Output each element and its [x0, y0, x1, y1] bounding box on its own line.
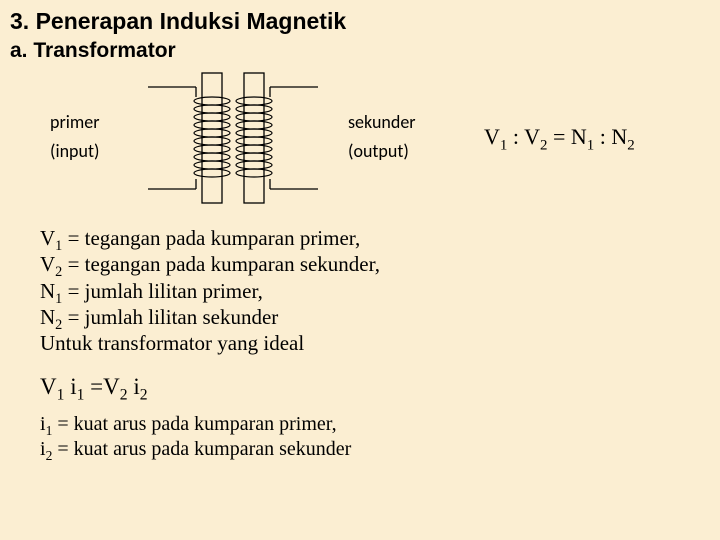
diagram-row: primer (input)	[0, 67, 720, 207]
eq2-i2-sub: 2	[140, 387, 148, 404]
def-v2-sym: V	[40, 252, 55, 276]
def-n1-txt: = jumlah lilitan primer,	[62, 279, 263, 303]
eq2-v2-sub: 2	[120, 387, 128, 404]
eq-n1: N	[571, 124, 587, 149]
diagram-right-labels: sekunder (output)	[348, 108, 428, 166]
section-title: 3. Penerapan Induksi Magnetik	[0, 0, 720, 39]
eq-n2: N	[611, 124, 627, 149]
def-ideal: Untuk transformator yang ideal	[40, 330, 720, 356]
label-primer: primer	[50, 108, 118, 137]
def-i2-txt: = kuat arus pada kumparan sekunder	[52, 438, 351, 460]
ratio-equation: V1 : V2 = N1 : N2	[484, 124, 635, 150]
diagram-left-labels: primer (input)	[50, 108, 118, 166]
def-v1-txt: = tegangan pada kumparan primer,	[62, 226, 360, 250]
def-n2: N2 = jumlah lilitan sekunder	[40, 304, 720, 330]
label-output: (output)	[348, 137, 428, 166]
eq-v1: V	[484, 124, 500, 149]
eq2-eq: =	[84, 374, 103, 399]
def-n1: N1 = jumlah lilitan primer,	[40, 278, 720, 304]
label-sekunder: sekunder	[348, 108, 428, 137]
def-n1-sym: N	[40, 279, 55, 303]
eq-v1-sub: 1	[500, 137, 507, 153]
subsection-title: a. Transformator	[0, 39, 720, 67]
def-n2-txt: = jumlah lilitan sekunder	[62, 305, 278, 329]
def-v2: V2 = tegangan pada kumparan sekunder,	[40, 251, 720, 277]
power-equation: V1 i1 =V2 i2	[0, 356, 720, 404]
eq2-v2: V	[103, 374, 120, 399]
def-i1: i1 = kuat arus pada kumparan primer,	[40, 412, 720, 437]
def-v1-sym: V	[40, 226, 55, 250]
definitions-block-2: i1 = kuat arus pada kumparan primer, i2 …	[0, 404, 720, 462]
transformer-diagram	[148, 67, 318, 207]
eq2-v1: V	[40, 374, 57, 399]
def-n2-sym: N	[40, 305, 55, 329]
def-i1-txt: = kuat arus pada kumparan primer,	[52, 413, 336, 435]
eq2-v1-sub: 1	[57, 387, 65, 404]
def-i2: i2 = kuat arus pada kumparan sekunder	[40, 437, 720, 462]
eq-n1-sub: 1	[587, 137, 594, 153]
eq-v2: V	[524, 124, 540, 149]
label-input: (input)	[50, 137, 118, 166]
def-v2-txt: = tegangan pada kumparan sekunder,	[62, 252, 380, 276]
eq-v2-sub: 2	[540, 137, 547, 153]
definitions-block-1: V1 = tegangan pada kumparan primer, V2 =…	[0, 207, 720, 356]
def-v1: V1 = tegangan pada kumparan primer,	[40, 225, 720, 251]
eq-n2-sub: 2	[627, 137, 634, 153]
